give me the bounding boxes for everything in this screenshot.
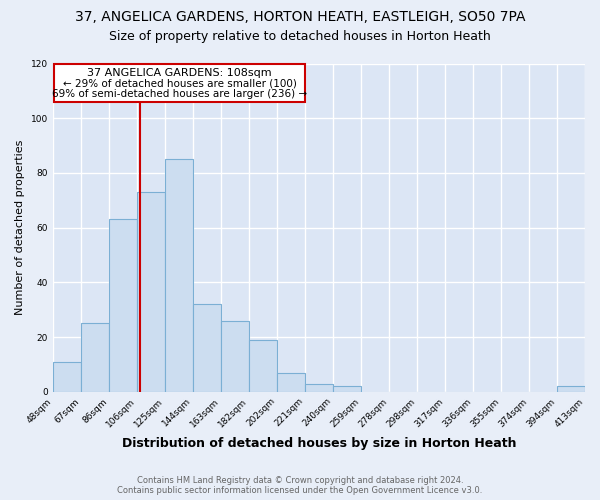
FancyBboxPatch shape xyxy=(54,64,305,102)
Text: 69% of semi-detached houses are larger (236) →: 69% of semi-detached houses are larger (… xyxy=(52,90,307,100)
Y-axis label: Number of detached properties: Number of detached properties xyxy=(15,140,25,316)
Bar xyxy=(305,384,333,392)
Bar xyxy=(221,320,249,392)
Text: 37 ANGELICA GARDENS: 108sqm: 37 ANGELICA GARDENS: 108sqm xyxy=(87,68,272,78)
Bar xyxy=(557,386,585,392)
Text: Contains HM Land Registry data © Crown copyright and database right 2024.
Contai: Contains HM Land Registry data © Crown c… xyxy=(118,476,482,495)
Bar xyxy=(249,340,277,392)
Text: Size of property relative to detached houses in Horton Heath: Size of property relative to detached ho… xyxy=(109,30,491,43)
Bar xyxy=(137,192,165,392)
Bar xyxy=(333,386,361,392)
Text: 37, ANGELICA GARDENS, HORTON HEATH, EASTLEIGH, SO50 7PA: 37, ANGELICA GARDENS, HORTON HEATH, EAST… xyxy=(75,10,525,24)
Bar xyxy=(277,372,305,392)
Text: ← 29% of detached houses are smaller (100): ← 29% of detached houses are smaller (10… xyxy=(62,78,296,88)
Bar xyxy=(53,362,80,392)
Bar xyxy=(193,304,221,392)
X-axis label: Distribution of detached houses by size in Horton Heath: Distribution of detached houses by size … xyxy=(122,437,516,450)
Bar xyxy=(80,324,109,392)
Bar xyxy=(109,220,137,392)
Bar xyxy=(165,159,193,392)
